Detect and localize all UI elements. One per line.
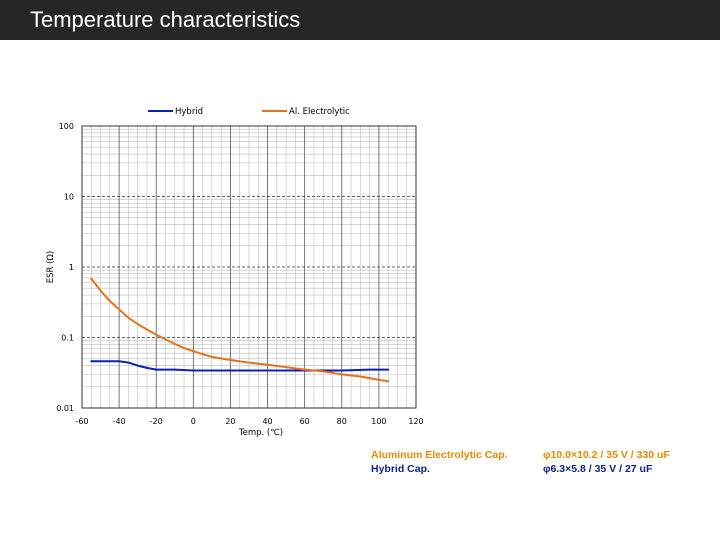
y-axis-label: ESR (Ω) xyxy=(46,251,56,284)
al-cap-spec: φ10.0×10.2 / 35 V / 330 uF xyxy=(543,449,670,461)
x-tick-label: 0 xyxy=(191,417,196,426)
legend-label: Al. Electrolytic xyxy=(289,107,350,117)
x-tick-label: 80 xyxy=(337,417,347,426)
hybrid-cap-label: Hybrid Cap. xyxy=(371,463,430,475)
x-tick-label: 40 xyxy=(262,417,272,426)
x-tick-label: 60 xyxy=(300,417,310,426)
y-tick-label: 1 xyxy=(69,263,74,272)
page-title: Temperature characteristics xyxy=(30,7,301,32)
legend-label: Hybrid xyxy=(175,107,203,117)
y-tick-label: 0.1 xyxy=(61,334,74,343)
al-cap-label: Aluminum Electrolytic Cap. xyxy=(371,449,508,461)
hybrid-cap-spec: φ6.3×5.8 / 35 V / 27 uF xyxy=(543,463,653,475)
al-electrolytic-series-line xyxy=(90,277,390,383)
x-tick-label: 100 xyxy=(371,417,386,426)
x-tick-label: -20 xyxy=(150,417,163,426)
y-tick-label: 0.01 xyxy=(56,404,74,413)
x-tick-label: -40 xyxy=(113,417,126,426)
plot-frame xyxy=(81,125,417,409)
title-bar: Temperature characteristics xyxy=(0,0,720,40)
x-tick-label: -60 xyxy=(75,417,88,426)
y-tick-label: 100 xyxy=(59,122,74,131)
y-tick-label: 10 xyxy=(64,193,74,202)
x-axis-label: Temp. (℃) xyxy=(238,428,283,438)
x-tick-label: 120 xyxy=(408,417,423,426)
x-tick-label: 20 xyxy=(225,417,235,426)
